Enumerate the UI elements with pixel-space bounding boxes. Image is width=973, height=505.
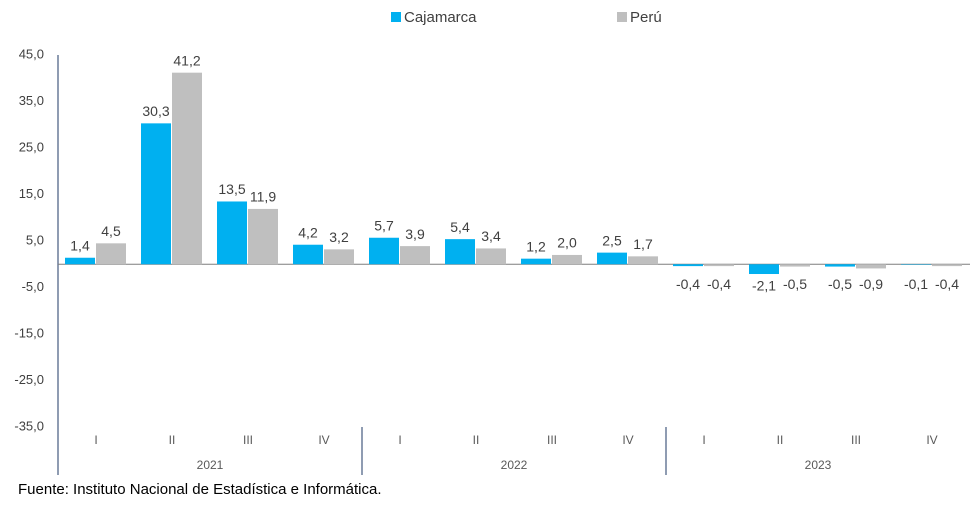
value-label: -0,4 <box>707 276 731 292</box>
value-label: 4,5 <box>101 223 121 239</box>
value-label: 3,9 <box>405 226 425 242</box>
x-tick-label: III <box>547 433 557 447</box>
x-tick-label: II <box>777 433 784 447</box>
value-label: 1,7 <box>633 236 653 252</box>
bar <box>324 249 354 264</box>
x-tick-label: III <box>851 433 861 447</box>
y-tick-label: 45,0 <box>19 46 44 61</box>
x-tick-label: II <box>169 433 176 447</box>
y-tick-label: 35,0 <box>19 93 44 108</box>
x-group-label: 2021 <box>197 458 224 472</box>
legend-label: Cajamarca <box>404 9 477 26</box>
value-label: -0,4 <box>935 276 959 292</box>
y-tick-label: 25,0 <box>19 139 44 154</box>
x-tick-label: I <box>702 433 705 447</box>
value-label: -0,5 <box>783 276 807 292</box>
value-label: 5,7 <box>374 217 394 233</box>
y-tick-label: -35,0 <box>14 418 44 433</box>
bar <box>749 264 779 274</box>
y-tick-label: -5,0 <box>22 279 44 294</box>
bar <box>856 264 886 268</box>
legend-swatch <box>617 12 627 22</box>
x-tick-label: II <box>473 433 480 447</box>
bar <box>521 259 551 265</box>
y-tick-label: -15,0 <box>14 325 44 340</box>
x-group-label: 2023 <box>805 458 832 472</box>
bar <box>825 264 855 266</box>
y-tick-label: 5,0 <box>26 232 44 247</box>
x-tick-label: IV <box>926 433 937 447</box>
bar <box>217 201 247 264</box>
source-note: Fuente: Instituto Nacional de Estadístic… <box>18 481 382 498</box>
value-label: 13,5 <box>218 181 245 197</box>
bar <box>369 238 399 265</box>
bar <box>172 73 202 265</box>
y-tick-label: 15,0 <box>19 186 44 201</box>
value-label: 3,4 <box>481 228 501 244</box>
x-tick-label: IV <box>318 433 329 447</box>
bar <box>96 243 126 264</box>
value-label: 1,4 <box>70 237 90 253</box>
value-label: 2,5 <box>602 232 622 248</box>
bar <box>597 253 627 265</box>
value-label: 2,0 <box>557 235 577 251</box>
bar <box>628 256 658 264</box>
bar <box>65 258 95 265</box>
bar <box>932 264 962 266</box>
x-tick-label: IV <box>622 433 633 447</box>
bar <box>673 264 703 266</box>
bar <box>704 264 734 266</box>
value-label: 1,2 <box>526 238 546 254</box>
bar <box>476 248 506 264</box>
bar <box>552 255 582 264</box>
value-label: 30,3 <box>142 103 169 119</box>
x-tick-label: I <box>398 433 401 447</box>
legend-swatch <box>391 12 401 22</box>
value-label: -0,1 <box>904 276 928 292</box>
value-label: 4,2 <box>298 224 318 240</box>
value-label: -0,9 <box>859 276 883 292</box>
bar <box>400 246 430 264</box>
value-label: -0,5 <box>828 276 852 292</box>
y-tick-label: -25,0 <box>14 372 44 387</box>
value-label: -0,4 <box>676 276 700 292</box>
value-label: 5,4 <box>450 219 470 235</box>
bar <box>780 264 810 266</box>
bar <box>445 239 475 264</box>
bar <box>141 123 171 264</box>
value-label: -2,1 <box>752 278 776 294</box>
x-tick-label: III <box>243 433 253 447</box>
legend-label: Perú <box>630 9 662 26</box>
bar <box>248 209 278 264</box>
value-label: 11,9 <box>250 189 276 205</box>
x-group-label: 2022 <box>501 458 528 472</box>
x-tick-label: I <box>94 433 97 447</box>
bar <box>293 245 323 265</box>
value-label: 41,2 <box>173 52 200 68</box>
value-label: 3,2 <box>329 229 349 245</box>
